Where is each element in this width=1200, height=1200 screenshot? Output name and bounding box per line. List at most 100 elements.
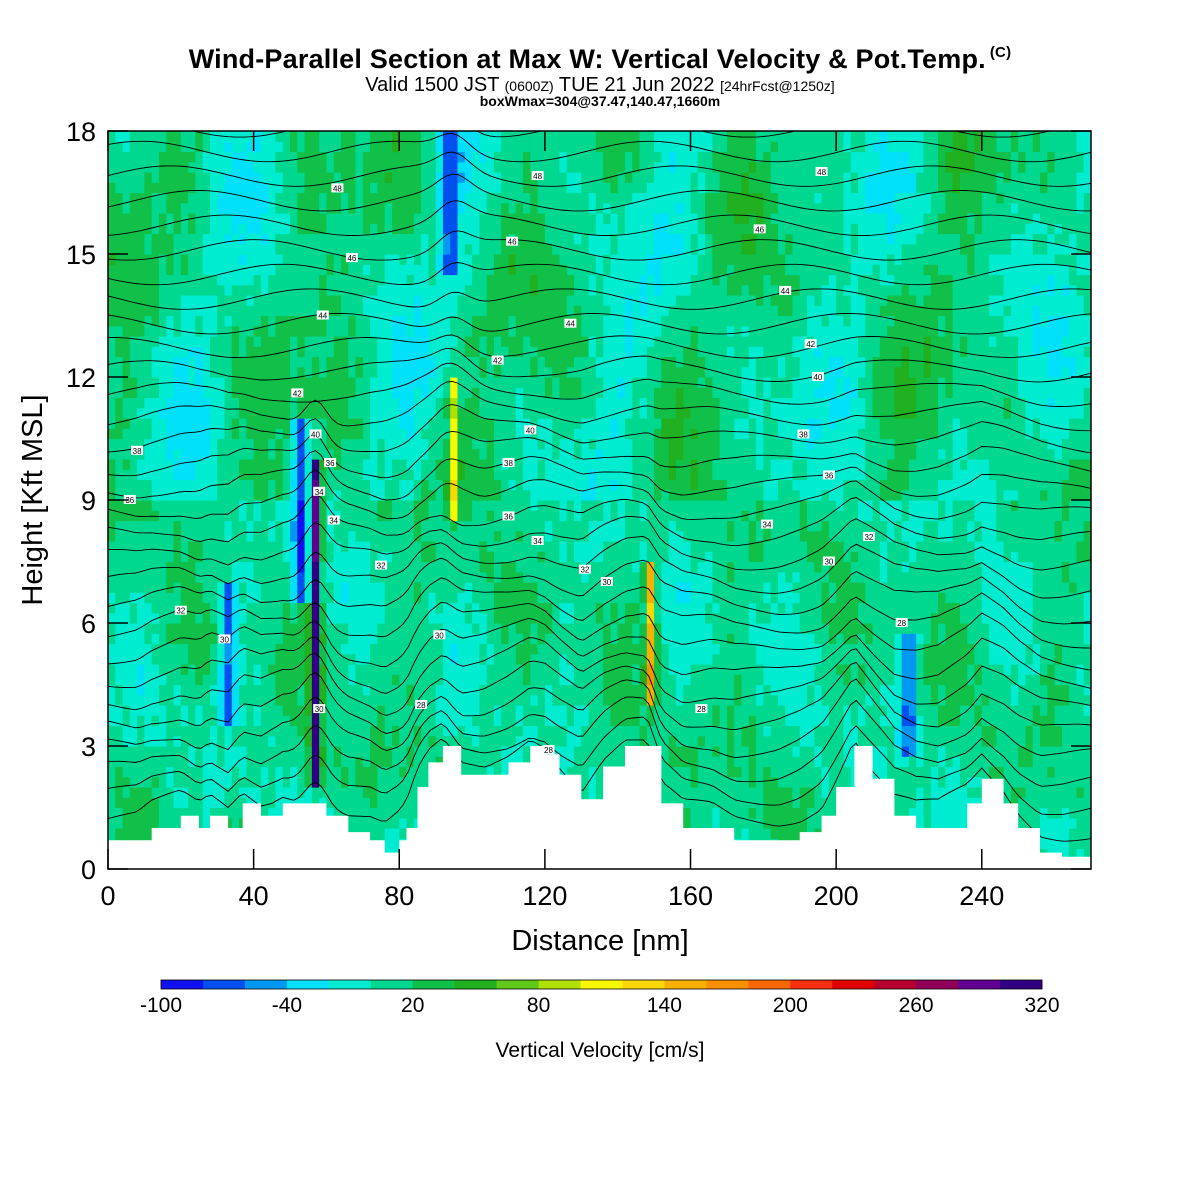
w-cell [319,213,328,224]
w-cell [530,295,539,306]
w-cell [304,787,313,798]
w-cell [457,141,466,153]
w-cell [115,151,124,163]
w-cell [253,233,262,245]
w-cell [188,141,196,153]
w-cell [362,787,371,798]
w-cell [566,592,575,604]
w-cell [115,530,124,542]
w-cell [355,151,364,163]
w-cell [115,356,124,368]
w-cell [260,284,269,296]
w-cell [158,746,167,757]
w-cell [311,735,320,747]
w-cell [297,643,306,655]
w-cell [537,653,546,665]
w-cell [209,715,218,727]
w-cell [442,141,451,153]
w-cell [362,346,371,358]
w-cell [537,223,546,235]
w-cell [188,664,196,675]
w-cell [479,725,488,737]
w-cell [202,213,211,224]
w-cell [282,756,291,768]
w-cell [158,233,167,245]
w-cell [108,284,116,296]
w-cell [399,305,408,317]
w-cell [566,172,575,183]
w-cell [144,746,153,757]
w-cell [129,397,138,409]
w-cell [588,664,597,675]
w-cell [428,407,437,419]
w-cell [239,520,247,532]
w-cell [581,131,590,142]
w-cell [122,530,131,542]
w-cell [115,325,124,337]
w-cell [508,582,517,593]
w-cell [377,817,386,829]
w-cell [399,561,408,573]
w-cell [209,694,218,706]
w-cell [421,776,429,788]
w-cell [239,336,247,347]
w-cell [435,612,444,624]
w-cell [326,500,335,511]
w-cell [450,643,459,655]
w-cell [413,633,422,645]
w-cell [588,141,597,153]
w-cell [268,233,277,245]
w-cell [552,264,561,276]
w-cell [326,776,335,788]
w-cell [603,418,612,429]
w-cell [377,202,386,214]
w-cell [166,520,175,532]
w-cell [464,674,473,686]
w-cell [450,305,459,317]
w-cell [260,766,269,778]
w-cell [115,459,124,470]
w-cell [574,428,582,440]
w-cell [173,243,182,255]
w-cell [348,756,357,768]
w-cell [173,336,182,347]
w-cell [603,756,612,768]
w-cell [311,407,320,419]
w-cell [173,233,182,245]
w-cell [108,346,116,358]
w-cell [333,653,342,665]
w-cell [574,377,582,388]
w-cell [457,161,466,173]
w-cell [472,725,480,737]
w-cell [202,295,211,306]
w-cell [464,418,473,429]
w-cell [195,325,204,337]
w-cell [566,428,575,440]
w-cell [537,571,546,583]
w-cell [486,356,495,368]
w-cell [209,418,218,429]
w-cell [442,633,451,645]
w-cell [231,315,240,327]
w-cell [588,182,597,194]
w-cell [552,469,561,481]
w-cell [391,469,400,481]
w-cell [442,561,451,573]
w-cell [559,387,568,399]
w-cell [603,715,612,727]
w-cell [129,182,138,194]
w-cell [472,151,480,163]
w-cell [151,243,160,255]
w-cell [319,243,328,255]
w-cell [559,582,568,593]
w-cell [290,459,298,470]
w-cell [144,233,153,245]
w-cell [129,438,138,450]
w-cell [188,428,196,440]
w-cell [428,397,437,409]
w-cell [544,725,553,737]
w-cell [129,254,138,265]
w-cell [377,828,386,839]
w-cell [290,797,298,809]
w-cell [173,315,182,327]
